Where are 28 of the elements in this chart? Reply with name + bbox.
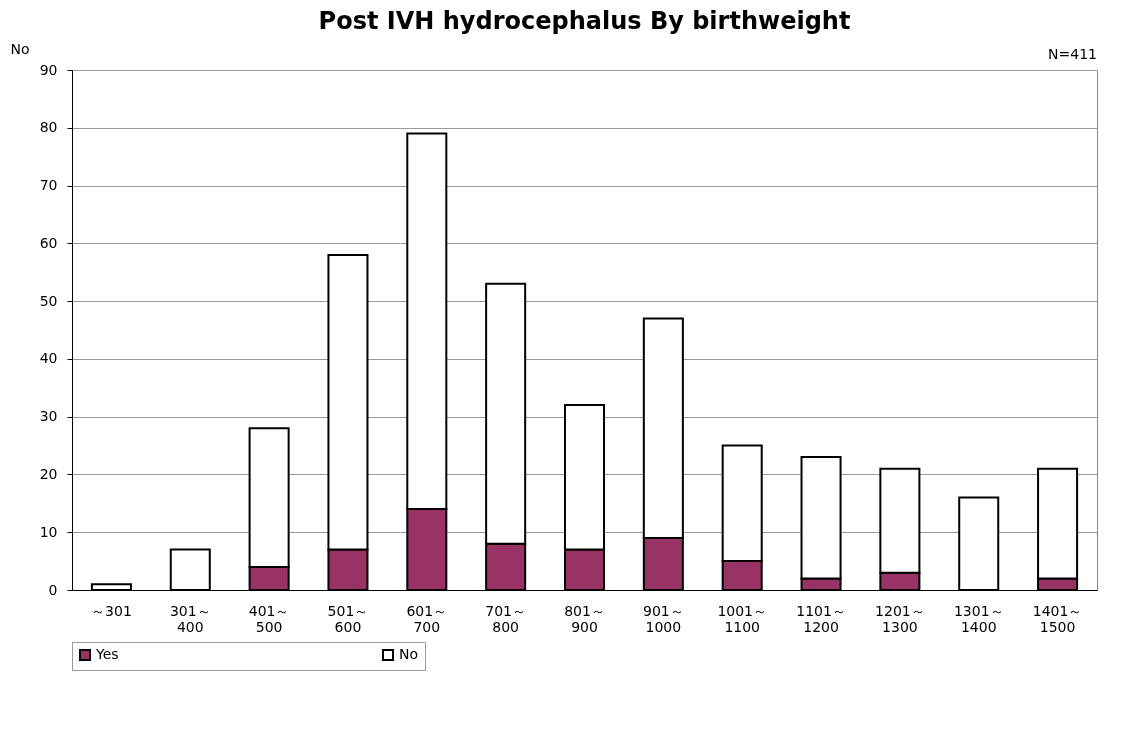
y-tick-label: 40 [39, 350, 58, 367]
y-tick-label: 20 [39, 465, 58, 482]
y-tick-label: 10 [39, 523, 58, 540]
y-axis-title: No [10, 40, 30, 57]
legend-label: Yes [95, 646, 119, 662]
legend-label: No [399, 646, 419, 662]
y-tick-label: 0 [48, 581, 58, 598]
text: N=411 [1048, 46, 1097, 62]
y-tick-label: 80 [39, 119, 58, 136]
x-tick-label: ～301 [91, 602, 132, 619]
y-tick-label: 50 [39, 292, 58, 309]
y-tick-label: 90 [39, 61, 58, 78]
y-tick-label: 30 [39, 408, 58, 425]
x-tick-label: 801～900 [564, 602, 605, 635]
x-tick-label: 301～400 [169, 602, 211, 635]
x-tick-label: 601～700 [406, 602, 448, 635]
x-tick-label: 501～600 [327, 602, 369, 635]
x-tick-label: 1101～1200 [796, 602, 846, 635]
y-tick-label: 70 [39, 177, 58, 194]
x-tick-label: 1001～1100 [717, 602, 768, 635]
x-tick-label: 901～1000 [642, 602, 684, 635]
x-tick-label: 1301～1400 [953, 602, 1004, 635]
x-tick-label: 401～500 [248, 602, 290, 635]
y-tick-label: 60 [39, 234, 58, 251]
chart-title: Post IVH hydrocephalus By birthweight [318, 7, 851, 35]
x-tick-label: 1201～1300 [875, 602, 925, 635]
x-tick-label: 1401～1500 [1032, 602, 1083, 635]
x-tick-label: 701～800 [485, 602, 527, 635]
